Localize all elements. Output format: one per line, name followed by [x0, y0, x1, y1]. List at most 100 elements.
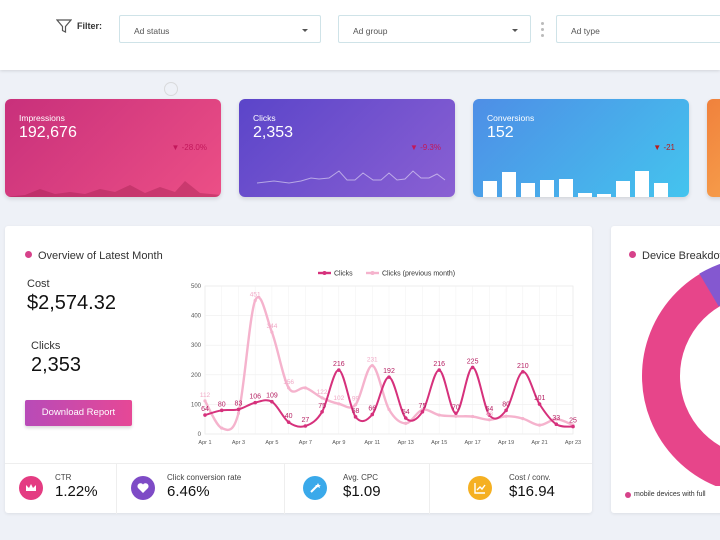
kpi-title: Impressions: [19, 113, 65, 123]
data-label-previous: 231: [367, 357, 378, 364]
point-clicks-previous: [353, 403, 358, 407]
data-label-clicks: 225: [467, 358, 479, 365]
conversions-card[interactable]: Conversions 152 ▼ -21: [473, 99, 689, 197]
data-label-clicks: 216: [433, 361, 445, 368]
clicks-label: Clicks: [31, 340, 61, 352]
data-label-clicks: 40: [285, 413, 293, 420]
heart-icon: [131, 476, 155, 500]
chevron-down-icon: [512, 29, 518, 32]
data-label-clicks: 64: [485, 406, 493, 413]
ad-status-dropdown[interactable]: Ad status: [119, 15, 321, 43]
filter-bar: Filter: Ad status Ad group Ad type: [0, 0, 720, 70]
x-tick-label: Apr 19: [498, 440, 514, 446]
point-clicks: [236, 407, 241, 412]
point-clicks-previous: [236, 411, 241, 415]
data-label-clicks: 106: [249, 394, 261, 401]
data-label-clicks: 58: [352, 408, 360, 415]
point-clicks-previous: [487, 418, 491, 422]
metric-label: CTR: [55, 473, 72, 482]
point-clicks-previous: [203, 399, 207, 403]
kpi-value: 192,676: [19, 124, 77, 141]
metric-value: $1.09: [343, 483, 381, 500]
data-label-clicks: 25: [569, 418, 577, 425]
point-clicks-previous: [521, 417, 525, 421]
data-label-previous: 99: [352, 396, 360, 403]
data-label-clicks: 70: [452, 404, 460, 411]
x-tick-label: Apr 3: [232, 440, 245, 446]
data-label-clicks: 101: [534, 395, 546, 402]
magic-wand-icon: [303, 476, 327, 500]
x-tick-label: Apr 17: [465, 440, 481, 446]
point-clicks-previous: [387, 407, 391, 412]
point-clicks-previous: [404, 421, 408, 425]
metric-cost-per-conv: Cost / conv. $16.94: [430, 464, 592, 514]
conversions-bars: [483, 171, 668, 197]
kpi-delta: ▼ -21: [653, 143, 675, 152]
point-clicks-previous: [220, 426, 224, 430]
point-clicks-previous: [303, 386, 307, 390]
legend-label-clicks: Clicks: [334, 271, 353, 278]
point-clicks-previous: [253, 298, 257, 303]
data-label-previous: 344: [266, 323, 277, 330]
point-clicks: [286, 420, 291, 424]
metric-value: $16.94: [509, 483, 555, 500]
y-tick-label: 300: [191, 343, 202, 349]
metric-label: Click conversion rate: [167, 473, 242, 482]
point-clicks-previous: [537, 423, 542, 427]
download-report-button[interactable]: Download Report: [25, 400, 132, 426]
ad-group-dropdown[interactable]: Ad group: [338, 15, 531, 43]
data-label-clicks: 80: [502, 401, 510, 408]
cursor-ghost-icon: [164, 82, 178, 96]
drag-handle-icon[interactable]: [541, 22, 545, 38]
point-clicks-previous: [320, 396, 324, 400]
point-clicks: [253, 400, 257, 405]
cost-label: Cost: [27, 278, 50, 290]
metric-label: Avg. CPC: [343, 473, 378, 482]
point-clicks: [403, 416, 408, 420]
point-clicks: [454, 411, 458, 416]
point-clicks: [353, 415, 358, 419]
metric-ctr: CTR 1.22%: [5, 464, 117, 514]
point-clicks-previous: [504, 414, 508, 418]
metric-avg-cpc: Avg. CPC $1.09: [285, 464, 430, 514]
filter-icon: [56, 19, 72, 33]
y-tick-label: 100: [191, 402, 202, 408]
clicks-card[interactable]: Clicks 2,353 ▼ -9.3%: [239, 99, 455, 197]
device-legend: mobile devices with full: [634, 491, 706, 498]
point-clicks-previous: [370, 364, 374, 368]
data-label-clicks: 75: [419, 403, 427, 410]
y-tick-label: 500: [191, 284, 202, 290]
point-clicks: [320, 410, 324, 414]
metric-value: 1.22%: [55, 483, 98, 500]
device-title: Device Breakdown: [629, 250, 720, 262]
point-clicks: [203, 413, 207, 417]
ad-type-placeholder: Ad type: [571, 26, 600, 36]
metric-click-conversion-rate: Click conversion rate 6.46%: [117, 464, 285, 514]
clicks-sparkline: [256, 170, 446, 184]
legend-marker-clicks: [322, 271, 327, 275]
legend-marker-clicks-previous: [370, 271, 375, 275]
kpi-delta: ▼ -28.0%: [171, 143, 208, 152]
chart-icon: [468, 476, 492, 500]
point-clicks: [219, 408, 224, 413]
data-label-clicks: 210: [517, 363, 529, 370]
x-tick-label: Apr 11: [364, 440, 380, 446]
data-label-clicks: 80: [218, 401, 226, 408]
y-tick-label: 400: [191, 314, 202, 320]
fourth-kpi-card[interactable]: [707, 99, 720, 197]
ad-type-dropdown[interactable]: Ad type: [556, 15, 720, 43]
legend-dot: [625, 492, 631, 498]
overview-panel: Overview of Latest Month Cost $2,574.32 …: [5, 226, 592, 514]
impressions-card[interactable]: Impressions 192,676 ▼ -28.0%: [5, 99, 221, 197]
x-tick-label: Apr 7: [299, 440, 312, 446]
data-label-previous: 48: [486, 411, 494, 418]
data-label-clicks: 54: [402, 409, 410, 416]
point-clicks: [337, 368, 341, 372]
x-tick-label: Apr 1: [198, 440, 211, 446]
kpi-title: Clicks: [253, 113, 276, 123]
data-label-clicks: 33: [552, 415, 560, 422]
data-label-clicks: 83: [235, 400, 243, 407]
data-label-previous: 102: [333, 395, 344, 402]
clicks-line-chart: 0 100 200 300 400 500 Apr 1 Apr 3 Apr 5 Apr 7 Apr …: [191, 271, 581, 447]
point-clicks: [387, 375, 391, 379]
